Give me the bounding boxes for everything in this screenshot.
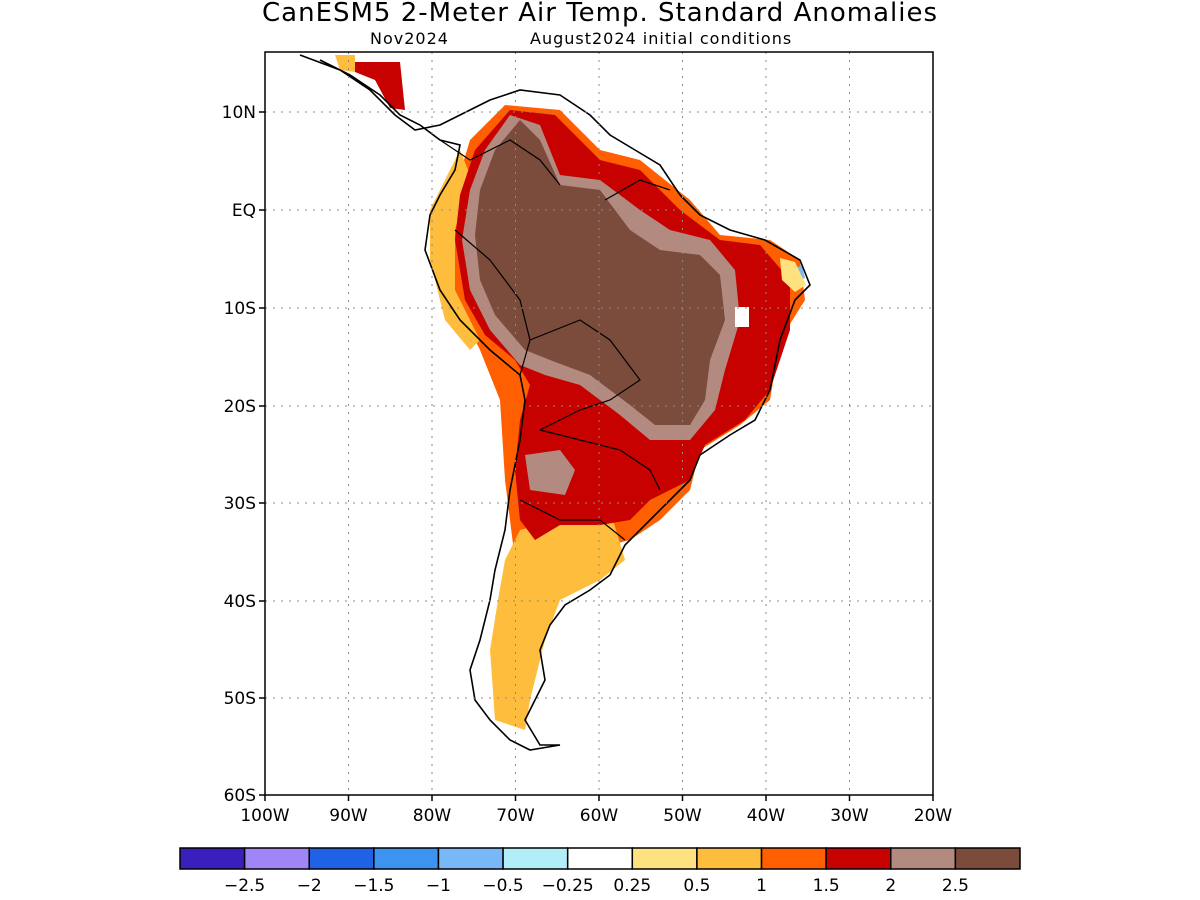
colorbar-label: −1.5 [353,876,394,896]
lat-tick-label: 50S [224,689,256,709]
colorbar-label: 1 [756,876,767,896]
colorbar-label: −1 [426,876,451,896]
lon-tick-label: 40W [747,806,786,826]
colorbar [179,847,1021,870]
colorbar-swatch [502,847,569,870]
colorbar-swatch [308,847,375,870]
colorbar-label: 2.5 [942,876,969,896]
lat-tick-label: 10S [224,299,256,319]
anomaly-central-america [355,62,405,110]
colorbar-swatch [631,847,698,870]
colorbar-label: −0.5 [482,876,523,896]
axis-ticks [259,111,934,801]
lat-tick-label: 10N [222,103,256,123]
lon-tick-label: 30W [830,806,869,826]
colorbar-label: −2.5 [224,876,265,896]
colorbar-swatch [437,847,504,870]
lon-tick-label: 100W [240,806,289,826]
latitude-labels: 10N EQ 10S 20S 30S 40S 50S 60S [222,103,256,806]
anomaly-region-gt-2.5 [475,120,725,425]
lon-tick-label: 20W [914,806,953,826]
longitude-labels: 100W 90W 80W 70W 60W 50W 40W 30W 20W [240,806,952,826]
colorbar-swatch [373,847,440,870]
anomaly-central-america-orange [335,55,355,72]
colorbar-swatch [954,847,1021,870]
colorbar-label: 1.5 [813,876,840,896]
lat-tick-label: 40S [224,592,256,612]
lon-tick-label: 60W [580,806,619,826]
lat-tick-label: 30S [224,494,256,514]
colorbar-swatch [179,847,246,870]
anomaly-weak-spot [780,258,806,292]
colorbar-swatch [566,847,634,870]
colorbar-swatch [760,847,827,870]
colorbar-label: 2 [885,876,896,896]
lat-tick-label: EQ [232,201,256,221]
colorbar-label: −2 [297,876,322,896]
colorbar-label: 0.25 [613,876,651,896]
colorbar-swatch [696,847,763,870]
lon-tick-label: 80W [413,806,452,826]
lon-tick-label: 70W [496,806,535,826]
lat-tick-label: 60S [224,786,256,806]
anomaly-region-0.5-1 [430,150,625,730]
valid-month-label: Nov2024 [370,29,449,48]
coastline [299,54,811,751]
colorbar-labels: −2.5 −2 −1.5 −1 −0.5 −0.25 0.25 0.5 1 1.5 2 2.5 [224,876,969,896]
lat-tick-label: 20S [224,397,256,417]
map-title: CanESM5 2-Meter Air Temp. Standard Anoma… [262,0,938,28]
colorbar-swatch [890,847,957,870]
anomaly-shading [335,55,806,730]
init-conditions-label: August2024 initial conditions [530,29,793,48]
lon-tick-label: 90W [329,806,368,826]
colorbar-label: −0.25 [542,876,594,896]
colorbar-swatch [243,847,310,870]
colorbar-label: 0.5 [683,876,710,896]
colorbar-swatch [825,847,892,870]
lon-tick-label: 50W [663,806,702,826]
anomaly-neutral-patch [735,307,749,327]
